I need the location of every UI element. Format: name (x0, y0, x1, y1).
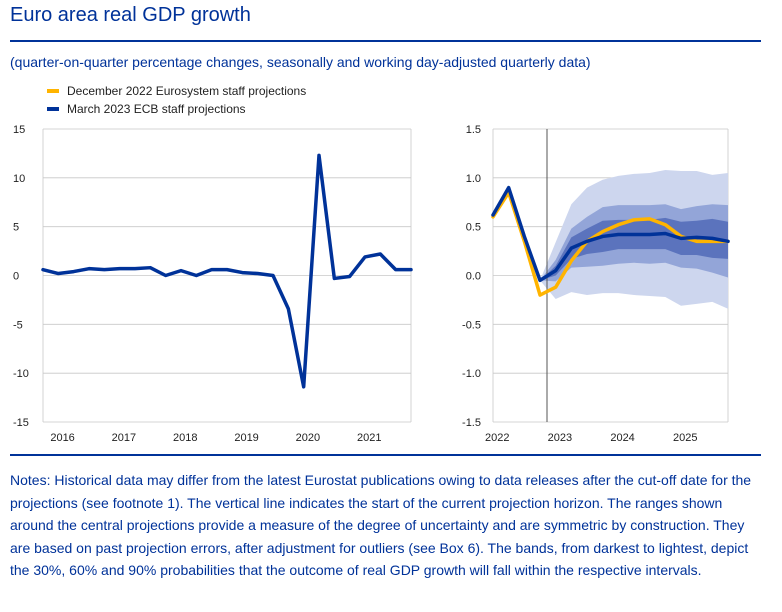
legend: December 2022 Eurosystem staff projectio… (47, 82, 306, 118)
y-tick-label: 0 (13, 271, 19, 283)
y-tick-label: -1.5 (462, 417, 481, 429)
x-tick-label: 2025 (673, 432, 697, 444)
legend-label: March 2023 ECB staff projections (67, 102, 246, 116)
chart-title: Euro area real GDP growth (10, 4, 251, 26)
legend-swatch-yellow (47, 89, 59, 93)
x-tick-label: 2020 (296, 432, 320, 444)
x-tick-label: 2022 (485, 432, 509, 444)
legend-item-march-2023: March 2023 ECB staff projections (47, 100, 306, 118)
y-tick-label: -15 (13, 417, 29, 429)
x-tick-label: 2023 (548, 432, 572, 444)
y-tick-label: 0.5 (466, 222, 481, 234)
x-tick-label: 2016 (50, 432, 74, 444)
legend-item-december-2022: December 2022 Eurosystem staff projectio… (47, 82, 306, 100)
y-tick-label: -1.0 (462, 368, 481, 380)
x-tick-label: 2017 (112, 432, 136, 444)
uncertainty-band-30pct (540, 217, 728, 281)
x-tick-label: 2019 (234, 432, 258, 444)
y-tick-label: 1.5 (466, 124, 481, 136)
series-line-march-2023 (491, 185, 730, 283)
y-tick-label: 5 (13, 222, 19, 234)
chart-subtitle: (quarter-on-quarter percentage changes, … (10, 54, 591, 70)
x-tick-label: 2024 (610, 432, 634, 444)
y-tick-label: -10 (13, 368, 29, 380)
title-rule (10, 40, 761, 42)
y-tick-label: -5 (13, 319, 23, 331)
x-tick-label: 2018 (173, 432, 197, 444)
y-tick-label: 10 (13, 173, 25, 185)
x-tick-label: 2021 (357, 432, 381, 444)
y-tick-label: 1.0 (466, 173, 481, 185)
legend-label: December 2022 Eurosystem staff projectio… (67, 84, 307, 98)
series-line-march-2023 (41, 153, 413, 389)
notes-text: Notes: Historical data may differ from t… (10, 472, 752, 578)
y-tick-label: 15 (13, 124, 25, 136)
legend-swatch-blue (47, 107, 59, 111)
notes-rule (10, 454, 761, 456)
y-tick-label: -0.5 (462, 319, 481, 331)
y-tick-label: 0.0 (466, 271, 481, 283)
